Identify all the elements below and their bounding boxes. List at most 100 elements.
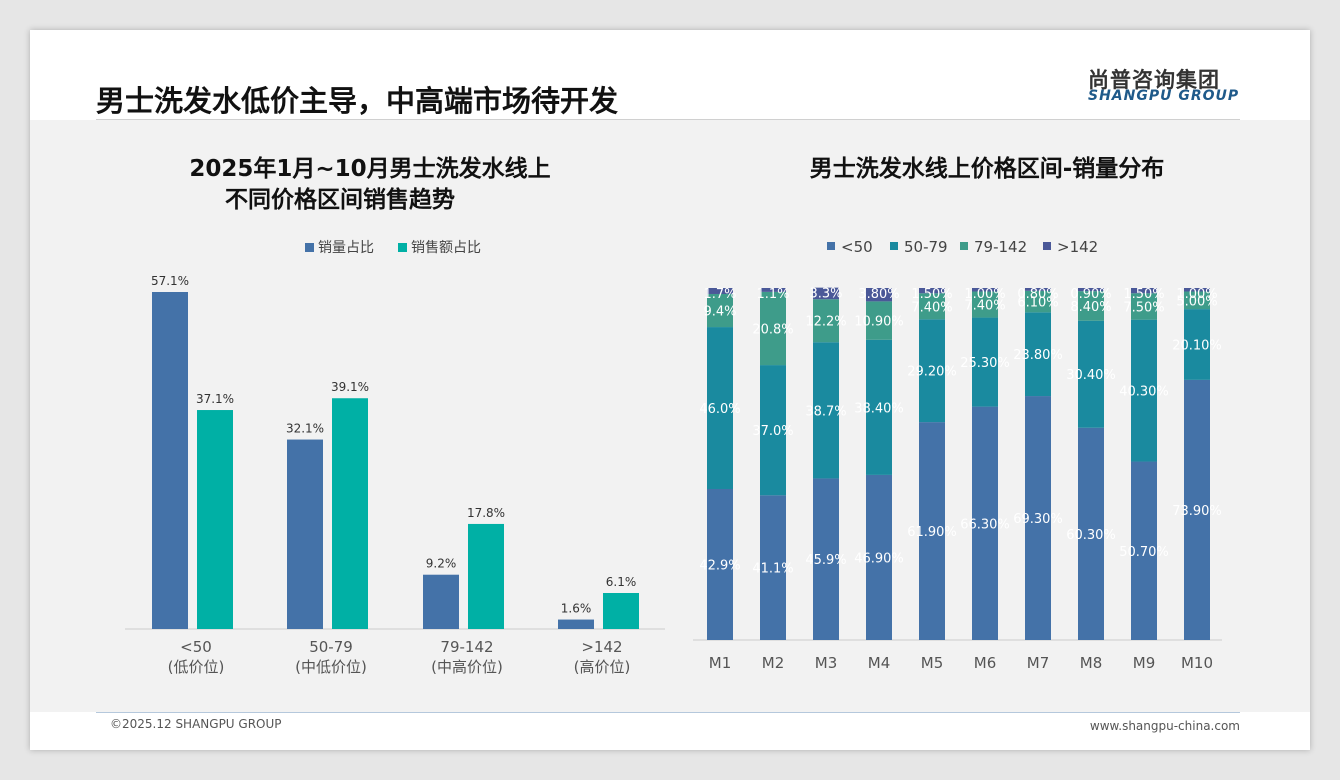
stacked-bar-segment — [919, 422, 945, 640]
data-label: 60.30% — [1066, 528, 1116, 543]
stacked-bar-segment — [1025, 396, 1051, 640]
stacked-bar-segment — [866, 288, 892, 302]
stacked-bar-segment — [1078, 320, 1104, 428]
stacked-bar-segment — [972, 317, 998, 407]
data-label: 20.8% — [752, 322, 793, 337]
x-tick-label: M2 — [762, 654, 785, 672]
stacked-bar-segment — [1184, 309, 1210, 380]
stacked-bar-segment — [760, 495, 786, 640]
x-tick-label: M1 — [709, 654, 732, 672]
data-label: 41.1% — [752, 562, 793, 577]
bar — [603, 592, 639, 629]
data-label: 46.0% — [699, 402, 740, 417]
stacked-bar-segment — [760, 291, 786, 366]
data-label: 7.40% — [911, 300, 952, 315]
legend-label: 50-79 — [904, 238, 948, 256]
stacked-bar-segment — [1131, 293, 1157, 320]
stacked-bar-segment — [760, 288, 786, 292]
stacked-bar-segment — [1025, 288, 1051, 291]
data-label: 3.80% — [858, 287, 899, 302]
stacked-bar-segment — [1131, 461, 1157, 640]
x-tick-label: M5 — [921, 654, 944, 672]
stacked-bar-segment — [919, 319, 945, 423]
data-label: 3.3% — [809, 287, 842, 302]
stacked-bar-segment — [972, 291, 998, 318]
stacked-bar-segment — [707, 293, 733, 328]
data-label: 23.80% — [1013, 348, 1063, 363]
data-label: 46.90% — [854, 551, 904, 566]
footer-divider — [96, 712, 1240, 713]
data-label: 25.30% — [960, 356, 1010, 371]
logo-en: SHANGPU GROUP — [1088, 88, 1240, 104]
chart-title-line1: 2025年1月~10月男士洗发水线上 — [189, 155, 550, 182]
page-title: 男士洗发水低价主导，中高端市场待开发 — [96, 84, 619, 118]
legend-label: 销量占比 — [318, 240, 374, 256]
legend-label: <50 — [841, 238, 873, 256]
stacked-bar-segment — [707, 488, 733, 640]
stacked-bar-segment — [1025, 312, 1051, 397]
data-label: 7.50% — [1123, 300, 1164, 315]
x-tick-label: M9 — [1133, 654, 1156, 672]
bar — [332, 398, 368, 629]
data-label: 6.10% — [1017, 296, 1058, 311]
data-label: 17.8% — [467, 506, 505, 520]
data-label: 9.4% — [703, 305, 736, 320]
logo-cn: 尚普咨询集团 — [1088, 68, 1220, 92]
data-label: 20.10% — [1172, 338, 1222, 353]
stacked-bar-segment — [813, 478, 839, 640]
x-tick-label: M10 — [1181, 654, 1213, 672]
bar — [287, 439, 323, 629]
data-label: 0.80% — [1017, 287, 1058, 302]
chart-title-line2: 不同价格区间销售趋势 — [225, 186, 455, 213]
stacked-bar-segment — [919, 293, 945, 320]
stacked-bar-segment — [919, 288, 945, 294]
data-label: 30.40% — [1066, 368, 1116, 383]
stacked-bar-segment — [1184, 288, 1210, 292]
data-label: 32.1% — [286, 422, 324, 436]
legend-label: >142 — [1057, 238, 1098, 256]
stacked-bar-segment — [1184, 379, 1210, 640]
stacked-bar-segment — [866, 339, 892, 475]
data-label: 8.40% — [1070, 300, 1111, 315]
bar — [197, 410, 233, 629]
x-tick-label: >142 — [581, 638, 622, 656]
stacked-bar-segment — [813, 342, 839, 479]
stacked-bar-segment — [1078, 427, 1104, 640]
stacked-bar-segment — [813, 287, 839, 300]
x-tick-sublabel: (低价位) — [168, 658, 225, 676]
stacked-bar-segment — [1025, 290, 1051, 313]
stacked-bar-segment — [1184, 291, 1210, 310]
data-label: 5.00% — [1176, 294, 1217, 309]
data-label: 1.50% — [911, 287, 952, 302]
footer-copyright: ©2025.12 SHANGPU GROUP — [110, 717, 282, 731]
data-label: 12.2% — [805, 315, 846, 330]
data-label: 37.0% — [752, 424, 793, 439]
x-tick-sublabel: (高价位) — [574, 658, 631, 676]
data-label: 1.1% — [756, 287, 789, 302]
stacked-bar-segment — [866, 301, 892, 340]
legend-swatch — [890, 242, 898, 250]
stacked-bar-segment — [707, 327, 733, 489]
data-label: 73.90% — [1172, 504, 1222, 519]
data-label: 61.90% — [907, 525, 957, 540]
data-label: 0.90% — [1070, 287, 1111, 302]
data-label: 6.1% — [606, 575, 637, 589]
x-tick-label: 50-79 — [309, 638, 353, 656]
data-label: 1.00% — [1176, 287, 1217, 302]
data-label: 38.40% — [854, 401, 904, 416]
data-label: 37.1% — [196, 392, 234, 406]
bar — [558, 619, 594, 629]
data-label: 69.30% — [1013, 512, 1063, 527]
chart-title: 男士洗发水线上价格区间-销量分布 — [810, 155, 1165, 182]
stacked-bar-segment — [1078, 288, 1104, 292]
data-label: 1.00% — [964, 287, 1005, 302]
stacked-bar-segment — [972, 406, 998, 640]
data-label: 7.40% — [964, 299, 1005, 314]
data-label: 1.7% — [703, 287, 736, 302]
legend-swatch — [398, 243, 407, 252]
stacked-bar-segment — [1131, 319, 1157, 462]
data-label: 66.30% — [960, 517, 1010, 532]
data-label: 1.50% — [1123, 287, 1164, 302]
x-tick-label: M4 — [868, 654, 891, 672]
